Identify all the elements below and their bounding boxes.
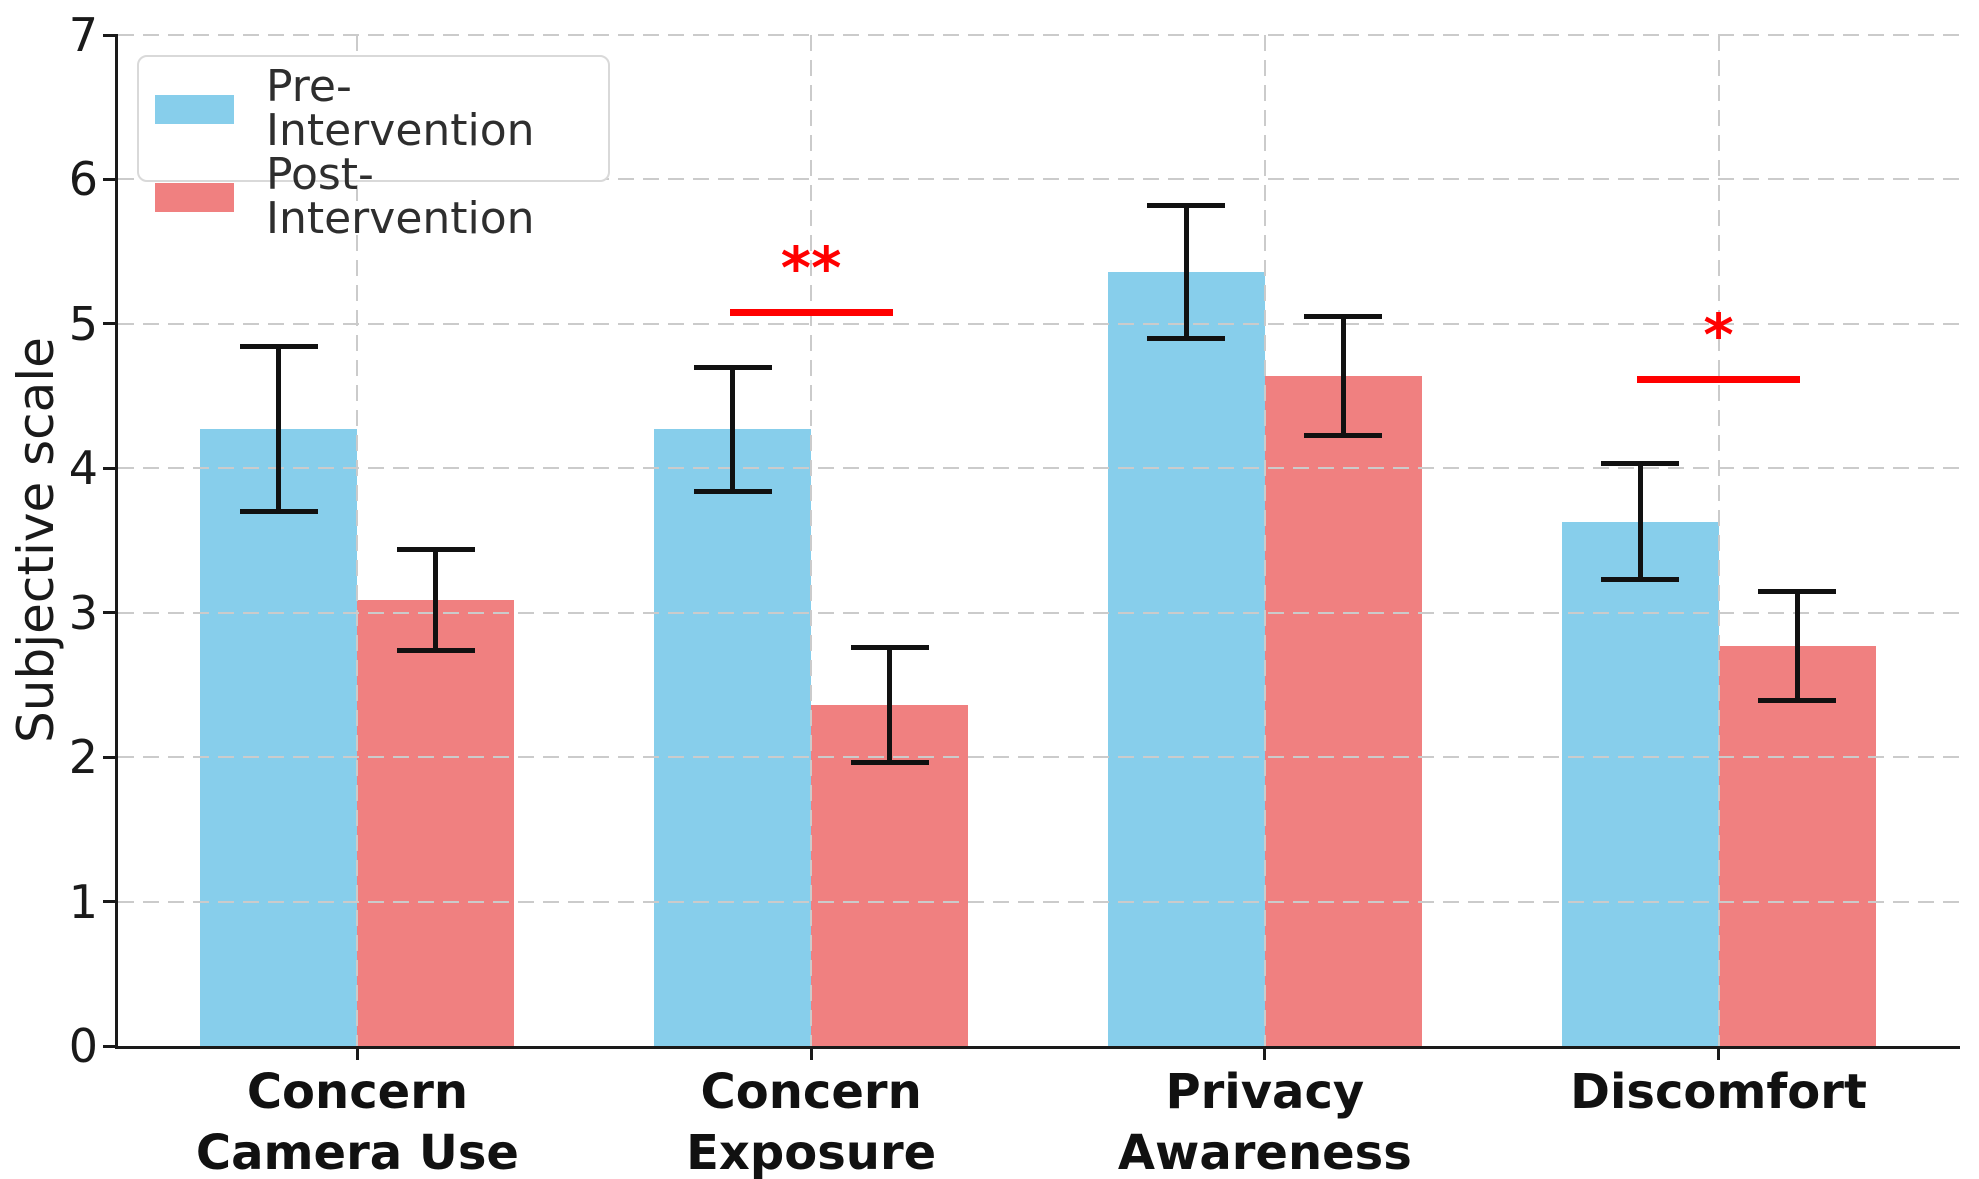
error-bar-post-discomfort-cap-top (1758, 588, 1836, 594)
y-tick-4 (103, 466, 118, 470)
x-axis-spine (115, 1046, 1960, 1049)
y-tick-label-1: 1 (68, 874, 98, 929)
error-bar-pre-concern-camera-use (276, 346, 282, 512)
error-bar-post-privacy-awareness (1340, 316, 1346, 436)
y-axis-title: Subjective scale (7, 337, 65, 743)
significance-discomfort-line (1637, 375, 1800, 383)
legend-swatch-pre-intervention (155, 94, 234, 124)
error-bar-pre-concern-exposure (730, 367, 736, 492)
gridline-vertical-privacy-awareness (1263, 35, 1266, 1046)
bar-post-concern-camera-use (357, 599, 515, 1046)
x-tick-label-line: Discomfort (1570, 1064, 1867, 1120)
error-bar-pre-concern-exposure-cap-bottom (693, 488, 772, 494)
gridline-horizontal-y6 (118, 178, 1960, 181)
gridline-horizontal-y2 (118, 756, 1960, 759)
annotation-layer: ** * (118, 35, 1960, 1046)
x-tick-concern-exposure (809, 1046, 813, 1060)
x-tick-label-line: Camera Use (195, 1125, 519, 1179)
error-bar-pre-concern-exposure-cap-top (693, 364, 772, 370)
y-tick-label-0: 0 (68, 1019, 98, 1073)
y-tick-label-3: 3 (68, 585, 98, 640)
y-tick-6 (103, 177, 118, 181)
gridline-horizontal-y7 (118, 34, 1960, 36)
bar-pre-discomfort (1561, 521, 1719, 1046)
significance-discomfort-label: * (1703, 300, 1734, 369)
gridline-horizontal-y4 (118, 467, 1960, 470)
error-bar-post-concern-exposure-cap-top (850, 644, 929, 650)
y-tick-label-2: 2 (68, 730, 98, 785)
error-bar-pre-concern-camera-use-cap-top (239, 344, 318, 350)
bar-pre-concern-exposure (654, 429, 812, 1046)
x-tick-label-line: Exposure (686, 1125, 937, 1179)
y-tick-1 (103, 900, 118, 904)
bar-post-discomfort (1718, 645, 1876, 1046)
significance-concern-exposure-label: ** (780, 234, 842, 303)
x-tick-label-privacy-awareness: Privacy Awareness (955, 1062, 1575, 1179)
gridline-horizontal-y5 (118, 322, 1960, 325)
grid-layer (118, 34, 1960, 1046)
gridline-horizontal-y1 (118, 900, 1960, 903)
legend-item-post-intervention: Post-Intervention (139, 153, 608, 241)
x-tick-label-line: Privacy (1165, 1064, 1365, 1120)
legend-swatch-post-intervention (155, 182, 234, 212)
legend: Pre-Intervention Post-Intervention (137, 55, 610, 241)
error-bar-pre-discomfort-cap-bottom (1601, 576, 1679, 582)
legend-label-pre-intervention: Pre-Intervention (266, 61, 535, 156)
x-tick-label-concern-exposure: Concern Exposure (501, 1062, 1121, 1179)
x-tick-concern-camera-use (355, 1046, 359, 1060)
error-bar-pre-discomfort-cap-top (1601, 461, 1679, 467)
x-tick-discomfort (1717, 1046, 1720, 1060)
error-bar-post-privacy-awareness-cap-top (1304, 314, 1383, 320)
error-bar-post-discomfort-cap-bottom (1758, 698, 1836, 704)
gridline-vertical-discomfort (1717, 35, 1720, 1046)
bars-layer (118, 35, 1960, 1046)
bar-pre-concern-camera-use (200, 429, 358, 1046)
gridline-vertical-concern-camera-use (356, 35, 359, 1046)
error-bar-post-concern-camera-use-cap-top (396, 546, 475, 552)
y-tick-2 (103, 755, 118, 759)
error-bar-pre-privacy-awareness-cap-bottom (1147, 335, 1226, 341)
bar-post-privacy-awareness (1264, 375, 1422, 1046)
y-tick-0 (103, 1044, 118, 1048)
y-tick-label-7: 7 (68, 8, 98, 62)
y-tick-label-6: 6 (68, 152, 98, 207)
error-bar-post-discomfort (1794, 591, 1800, 701)
error-bar-pre-privacy-awareness (1183, 205, 1189, 339)
x-tick-label-line: Concern (700, 1064, 922, 1120)
y-tick-5 (103, 322, 118, 326)
error-bar-post-concern-camera-use (433, 549, 439, 651)
bar-pre-privacy-awareness (1107, 271, 1265, 1046)
x-tick-privacy-awareness (1263, 1046, 1267, 1060)
y-tick-label-5: 5 (68, 296, 98, 351)
y-axis-spine (115, 35, 118, 1049)
error-bar-pre-concern-camera-use-cap-bottom (239, 509, 318, 515)
error-bar-pre-privacy-awareness-cap-top (1147, 202, 1226, 208)
error-bar-post-concern-exposure (887, 647, 893, 763)
error-bar-post-concern-exposure-cap-bottom (850, 760, 929, 766)
legend-item-pre-intervention: Pre-Intervention (139, 65, 608, 153)
legend-label-post-intervention: Post-Intervention (266, 149, 535, 244)
gridline-horizontal-y3 (118, 611, 1960, 614)
x-tick-label-concern-camera-use: Concern Camera Use (47, 1062, 667, 1179)
error-bar-post-privacy-awareness-cap-bottom (1304, 432, 1383, 438)
x-tick-label-discomfort: Discomfort (1409, 1062, 1979, 1123)
gridline-vertical-concern-exposure (810, 35, 813, 1046)
y-tick-7 (103, 33, 118, 37)
x-tick-label-line: Concern (246, 1064, 469, 1120)
y-tick-label-4: 4 (68, 441, 98, 496)
error-bar-pre-discomfort (1637, 463, 1643, 580)
x-tick-label-line: Awareness (1117, 1125, 1412, 1179)
error-bar-post-concern-camera-use-cap-bottom (396, 647, 475, 653)
plot-area: ** * (118, 34, 1960, 1046)
significance-concern-exposure-line (729, 309, 893, 317)
y-tick-3 (103, 611, 118, 615)
